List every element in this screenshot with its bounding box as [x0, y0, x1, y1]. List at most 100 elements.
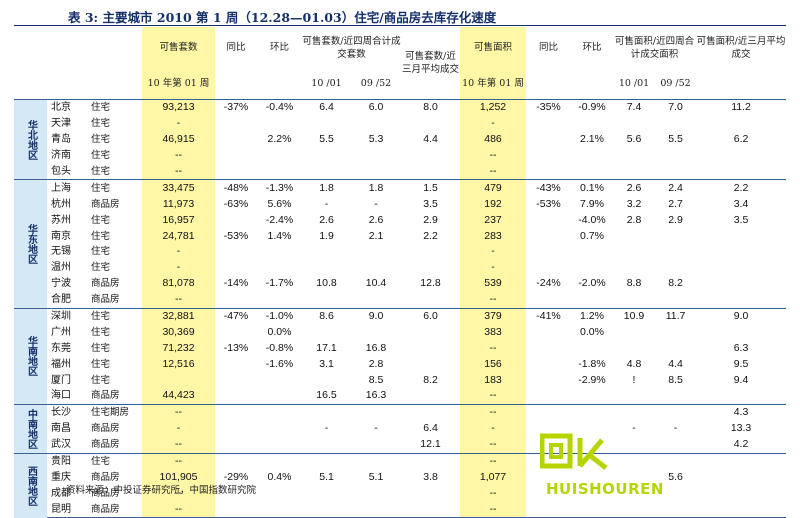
data-cell	[526, 148, 571, 164]
data-cell: 1.8	[351, 179, 402, 197]
data-cell	[257, 292, 302, 308]
data-cell: 1,252	[460, 98, 527, 116]
data-cell	[215, 164, 257, 180]
data-cell	[215, 372, 257, 388]
data-cell: 16.3	[365, 389, 387, 402]
data-cell	[215, 388, 257, 404]
property-type: 住宅	[87, 452, 142, 470]
data-cell	[571, 340, 613, 356]
table-row: 温州 住宅 - -	[14, 259, 786, 276]
data-cell: 12,516	[142, 356, 215, 373]
data-cell	[215, 356, 257, 372]
data-cell	[351, 292, 401, 308]
data-cell	[655, 292, 696, 308]
data-cell: 10.9	[613, 307, 656, 325]
data-cell	[401, 148, 460, 164]
data-cell	[696, 292, 786, 308]
data-cell	[526, 292, 571, 308]
data-cell	[215, 403, 257, 421]
city-name: 昆明	[47, 501, 87, 518]
header-sales-vs-4wk: 可售套数/近四周合计成交套数	[302, 35, 401, 60]
data-cell: 383	[460, 324, 527, 341]
data-cell	[401, 388, 460, 404]
data-cell	[526, 372, 571, 388]
data-cell: --	[142, 485, 215, 502]
table-row: 厦门 住宅 8.5 8.2 183 -2.9%! 8.5 9.4	[14, 372, 786, 389]
property-type: 商品房	[87, 501, 142, 518]
data-cell: 13.3	[730, 422, 752, 435]
data-cell	[655, 164, 696, 180]
data-cell	[401, 324, 460, 340]
property-type: 住宅	[91, 214, 111, 226]
data-cell: --	[460, 340, 527, 357]
header-week-2: 10 年第 01 周	[460, 68, 527, 100]
data-cell	[696, 276, 786, 292]
data-cell: -	[632, 422, 636, 435]
property-type: 住宅	[91, 342, 111, 354]
data-cell: 6.4	[423, 422, 438, 435]
data-cell: 8.5	[368, 373, 384, 386]
data-cell: 0.4%	[267, 470, 292, 483]
data-cell	[696, 324, 786, 340]
data-cell	[526, 388, 571, 404]
data-cell	[655, 148, 696, 164]
city-name: 贵阳	[47, 452, 87, 470]
data-cell	[257, 501, 302, 518]
data-cell: -35%	[526, 98, 572, 116]
data-cell: -	[460, 115, 527, 132]
header-months-left: 可售套数/近三月平均成交	[402, 51, 460, 75]
data-cell: -43%	[526, 179, 572, 197]
property-type: 商品房	[91, 439, 120, 451]
header-period-2: 09 /52	[360, 78, 392, 89]
data-cell	[696, 501, 787, 518]
data-cell: 2.7	[668, 197, 683, 210]
data-cell: 11,973	[142, 196, 215, 213]
data-cell: -63%	[223, 197, 249, 210]
data-cell	[257, 148, 302, 164]
data-cell	[302, 244, 351, 260]
data-cell	[401, 452, 461, 470]
data-cell	[351, 260, 401, 276]
data-cell: -0.9%	[571, 98, 614, 116]
data-cell	[401, 116, 460, 132]
data-cell: -	[142, 420, 215, 437]
data-cell: --	[460, 403, 527, 421]
data-cell	[401, 260, 460, 276]
property-type: 商品房	[91, 487, 120, 499]
table-row: 中南地区 长沙 住宅期房 -- -- 4.3	[14, 403, 787, 454]
data-cell: 4.4	[423, 133, 438, 146]
data-cell: 5.1	[368, 470, 384, 483]
data-cell	[302, 501, 351, 518]
data-cell: 237	[460, 212, 527, 229]
data-cell	[215, 260, 257, 276]
city-name: 青岛	[51, 134, 71, 146]
header-yoy: 同比	[226, 42, 246, 53]
data-cell: 192	[460, 196, 527, 213]
data-cell	[655, 403, 697, 421]
data-cell: -2.9%	[578, 373, 606, 386]
data-cell: 93,213	[142, 98, 215, 116]
city-name: 温州	[51, 262, 71, 274]
data-cell: 5.6	[668, 470, 683, 483]
title-rule	[14, 25, 786, 26]
property-type: 住宅	[91, 166, 111, 177]
data-cell	[215, 212, 257, 228]
data-cell	[613, 340, 655, 356]
data-cell	[571, 148, 613, 164]
table-row: 无锡 住宅 - -	[14, 244, 786, 260]
data-cell: 44,423	[142, 388, 215, 405]
data-cell: 156	[460, 356, 527, 373]
data-cell: 9.0	[696, 307, 787, 325]
data-cell: 16,957	[142, 212, 215, 229]
data-cell	[613, 260, 655, 276]
data-cell: 183	[460, 372, 527, 389]
data-cell: -37%	[215, 98, 257, 116]
data-cell	[655, 228, 696, 244]
data-cell	[351, 452, 402, 470]
data-cell: -48%	[215, 179, 257, 197]
city-name: 广州	[51, 326, 71, 338]
data-cell	[526, 116, 571, 132]
data-cell: --	[142, 501, 215, 518]
data-cell: --	[142, 291, 215, 309]
data-cell	[571, 244, 613, 260]
